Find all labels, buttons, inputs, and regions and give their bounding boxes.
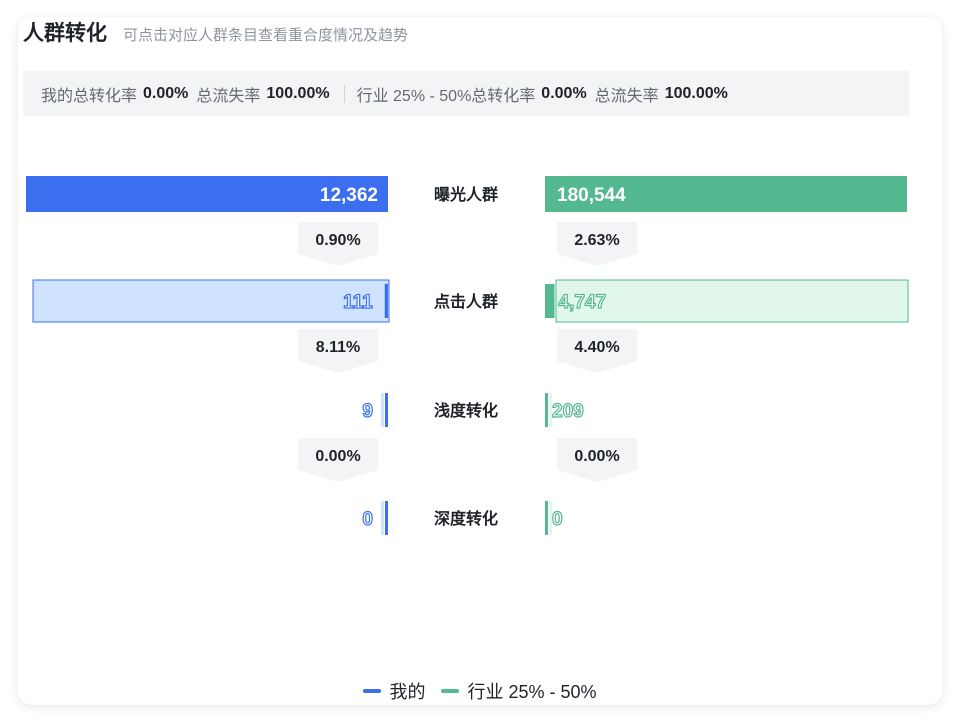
- mine-bar-3: [385, 393, 388, 427]
- industry-value-label-1: 180,544: [557, 185, 626, 206]
- legend-item-mine[interactable]: 我的: [363, 678, 425, 704]
- conversion-summary-bar: 我的总转化率 0.00% 总流失率 100.00% 行业 25% - 50%总转…: [23, 71, 909, 116]
- industry-total-loss-label: 总流失率: [594, 87, 659, 105]
- industry-bar-3: [545, 393, 548, 427]
- stage-label-3: 浅度转化: [434, 401, 498, 420]
- mine-conversion-rate-3: 0.00%: [315, 448, 360, 465]
- industry-total-rate-value: 0.00%: [541, 84, 587, 102]
- industry-conversion-arrow-3: [557, 438, 637, 482]
- stage-label-4: 深度转化: [434, 509, 498, 528]
- mine-bar-4: [385, 501, 388, 535]
- mine-conversion-arrow-3: [298, 438, 378, 482]
- industry-bar-shadow-3: [549, 393, 552, 427]
- industry-value-label-4: 0: [552, 509, 563, 530]
- industry-total-loss-value: 100.00%: [664, 84, 728, 102]
- chart-legend: 我的 行业 25% - 50%: [18, 678, 942, 704]
- industry-conversion-rate-3: 0.00%: [574, 448, 619, 465]
- industry-bar-4: [545, 501, 548, 535]
- stage-label-2: 点击人群: [434, 292, 498, 311]
- legend-swatch-mine: [363, 689, 382, 693]
- legend-item-industry[interactable]: 行业 25% - 50%: [441, 678, 597, 704]
- industry-row-highlight-frame: [555, 279, 909, 323]
- mine-bar-shadow-4: [381, 501, 384, 535]
- industry-bar-2: [545, 284, 555, 318]
- industry-value-label-2: 4,747: [559, 292, 607, 313]
- industry-value-label-3: 209: [552, 401, 584, 422]
- mine-value-label-1: 12,362: [320, 185, 378, 206]
- my-summary: 我的总转化率 0.00% 总流失率 100.00%: [23, 82, 338, 106]
- my-total-loss-value: 100.00%: [266, 84, 330, 102]
- summary-divider: [343, 84, 345, 103]
- industry-conversion-rate-1: 2.63%: [574, 232, 619, 249]
- industry-bar-1: [545, 176, 907, 212]
- card-title: 人群转化: [23, 22, 107, 45]
- legend-swatch-industry: [441, 689, 460, 693]
- stage-label-1: 曝光人群: [434, 185, 498, 204]
- mine-conversion-rate-2: 8.11%: [316, 339, 360, 356]
- industry-bar-shadow-4: [549, 501, 552, 535]
- mine-conversion-arrow-1: [298, 222, 378, 266]
- industry-conversion-rate-2: 4.40%: [574, 339, 619, 356]
- industry-conversion-arrow-2: [557, 329, 637, 373]
- crowd-conversion-card: 人群转化 可点击对应人群条目查看重合度情况及趋势 我的总转化率 0.00% 总流…: [18, 17, 942, 705]
- mine-value-label-4: 0: [362, 509, 373, 530]
- industry-total-rate-label: 行业 25% - 50%总转化率: [356, 87, 536, 105]
- mine-value-label-2: 111: [343, 292, 373, 313]
- my-total-rate-label: 我的总转化率: [41, 87, 138, 105]
- mine-bar-1: [26, 176, 388, 212]
- card-subtitle: 可点击对应人群条目查看重合度情况及趋势: [123, 27, 409, 44]
- my-total-rate-value: 0.00%: [143, 84, 189, 102]
- legend-label-mine: 我的: [389, 682, 426, 702]
- my-total-loss-label: 总流失率: [196, 87, 261, 105]
- mine-conversion-rate-1: 0.90%: [315, 232, 360, 249]
- funnel-chart: 12,362 180,544 曝光人群 111 4,747 点击人群 9 209 浅度转化 0 0 深…: [26, 176, 909, 535]
- mine-conversion-arrow-2: [298, 329, 378, 373]
- mine-bar-shadow-3: [381, 393, 384, 427]
- card-header: 人群转化 可点击对应人群条目查看重合度情况及趋势: [23, 17, 408, 45]
- legend-label-industry: 行业 25% - 50%: [467, 682, 597, 702]
- mine-bar-2: [384, 284, 388, 318]
- mine-row-highlight-frame: [32, 279, 390, 323]
- mine-value-label-3: 9: [362, 401, 373, 422]
- industry-conversion-arrow-1: [557, 222, 637, 266]
- industry-summary: 行业 25% - 50%总转化率 0.00% 总流失率 100.00%: [351, 82, 736, 106]
